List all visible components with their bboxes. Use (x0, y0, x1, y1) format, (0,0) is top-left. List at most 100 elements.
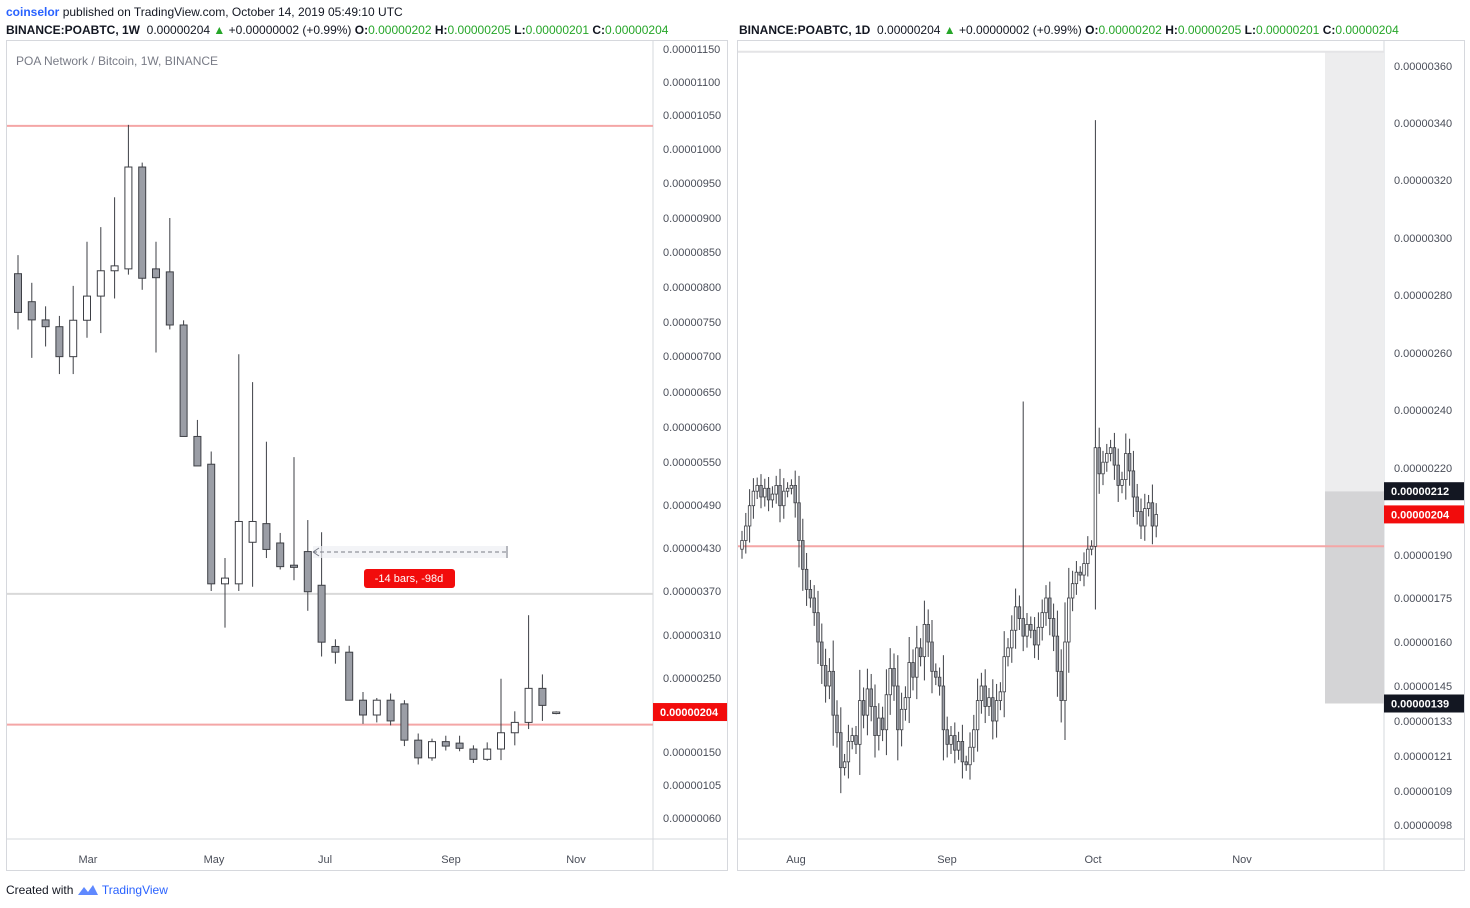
author-name[interactable]: coinselor (6, 5, 60, 19)
candle-body[interactable] (1135, 496, 1139, 512)
candle-body[interactable] (785, 487, 790, 492)
candle-body[interactable] (1101, 461, 1105, 475)
candle-body[interactable] (262, 523, 271, 550)
candle-body[interactable] (1154, 513, 1158, 527)
tradingview-logo-icon[interactable] (77, 883, 99, 900)
candle-body[interactable] (1010, 629, 1014, 649)
candle-body[interactable] (926, 624, 930, 643)
candle-body[interactable] (1124, 453, 1128, 481)
measure-label-box[interactable] (364, 569, 455, 588)
candle-body[interactable] (372, 699, 381, 716)
candle-body[interactable] (911, 662, 915, 678)
candle-body[interactable] (1127, 453, 1132, 472)
candle-body[interactable] (110, 265, 119, 272)
candle-body[interactable] (858, 700, 862, 745)
candle-body[interactable] (455, 742, 464, 749)
candle-body[interactable] (831, 670, 835, 716)
candle-body[interactable] (937, 676, 942, 687)
candle-body[interactable] (14, 273, 22, 313)
candle-body[interactable] (888, 668, 892, 696)
candle-body[interactable] (820, 641, 824, 666)
candle-body[interactable] (524, 687, 533, 723)
price-range-shade[interactable] (1325, 491, 1384, 704)
candle-body[interactable] (1002, 656, 1006, 693)
candle-body[interactable] (816, 612, 820, 643)
candle-body[interactable] (1150, 502, 1155, 527)
candle-body[interactable] (797, 502, 801, 541)
candle-body[interactable] (1029, 624, 1033, 631)
candle-body[interactable] (991, 697, 995, 722)
candle-body[interactable] (303, 551, 312, 593)
candle-body[interactable] (778, 484, 782, 507)
candle-body[interactable] (979, 685, 984, 701)
candle-body[interactable] (193, 435, 202, 467)
candle-body[interactable] (861, 700, 866, 716)
candle-body[interactable] (823, 665, 828, 687)
candle-body[interactable] (763, 487, 767, 498)
candle-body[interactable] (290, 564, 298, 568)
candle-body[interactable] (839, 732, 843, 769)
candle-body[interactable] (896, 685, 900, 731)
candle-body[interactable] (930, 641, 934, 672)
weekly-chart-panel[interactable]: POA Network / Bitcoin, 1W, BINANCE 0.0000… (6, 40, 728, 871)
candle-body[interactable] (892, 668, 896, 687)
candle-body[interactable] (907, 662, 911, 699)
candle-body[interactable] (1143, 508, 1147, 527)
candle-body[interactable] (428, 741, 436, 759)
candle-body[interactable] (469, 748, 478, 760)
candle-body[interactable] (234, 520, 243, 585)
candle-body[interactable] (941, 685, 946, 731)
candle-body[interactable] (538, 687, 547, 706)
candle-body[interactable] (55, 326, 64, 358)
daily-chart-panel[interactable]: 0.00000360 0.00000340 0.00000320 0.00000300… (737, 40, 1465, 871)
candle-body[interactable] (751, 490, 756, 507)
candle-body[interactable] (414, 739, 423, 759)
candle-body[interactable] (922, 624, 927, 658)
candle-body[interactable] (400, 703, 409, 741)
candle-body[interactable] (960, 741, 965, 763)
candle-body[interactable] (207, 463, 216, 585)
candle-body[interactable] (880, 717, 885, 731)
candle-body[interactable] (998, 691, 1003, 701)
candle-body[interactable] (953, 735, 957, 751)
candle-body[interactable] (1093, 447, 1098, 547)
candle-body[interactable] (1120, 479, 1124, 486)
candle-body[interactable] (1097, 447, 1101, 475)
candle-body[interactable] (865, 688, 870, 716)
candle-body[interactable] (483, 748, 492, 760)
candle-body[interactable] (1067, 597, 1071, 643)
candle-body[interactable] (801, 540, 805, 570)
candle-body[interactable] (850, 735, 854, 742)
candle-body[interactable] (873, 706, 877, 736)
candle-body[interactable] (964, 761, 968, 766)
candle-body[interactable] (782, 490, 786, 507)
candle-body[interactable] (1070, 583, 1075, 599)
candle-body[interactable] (949, 735, 953, 745)
candle-body[interactable] (41, 319, 50, 328)
candle-body[interactable] (1146, 502, 1151, 509)
candle-body[interactable] (934, 670, 938, 678)
candle-body[interactable] (903, 697, 908, 710)
candle-body[interactable] (918, 647, 923, 658)
candle-body[interactable] (789, 484, 794, 489)
candle-body[interactable] (846, 741, 851, 763)
candle-body[interactable] (1051, 618, 1056, 637)
candle-body[interactable] (27, 301, 36, 321)
candle-body[interactable] (975, 700, 980, 731)
weekly-chart-svg[interactable]: POA Network / Bitcoin, 1W, BINANCE 0.0000… (7, 41, 727, 870)
candle-body[interactable] (386, 699, 395, 722)
candle-body[interactable] (1131, 470, 1136, 498)
candle-body[interactable] (69, 319, 78, 358)
candle-body[interactable] (441, 741, 450, 747)
candle-body[interactable] (747, 505, 752, 527)
candle-body[interactable] (165, 271, 174, 326)
candle-body[interactable] (1048, 597, 1052, 619)
candle-body[interactable] (1082, 563, 1086, 576)
candle-body[interactable] (956, 741, 961, 751)
candle-body[interactable] (552, 711, 561, 715)
candle-body[interactable] (1006, 647, 1010, 658)
candle-body[interactable] (1139, 511, 1143, 527)
candle-body[interactable] (1021, 618, 1025, 637)
candle-body[interactable] (812, 597, 816, 614)
candle-body[interactable] (987, 697, 991, 707)
